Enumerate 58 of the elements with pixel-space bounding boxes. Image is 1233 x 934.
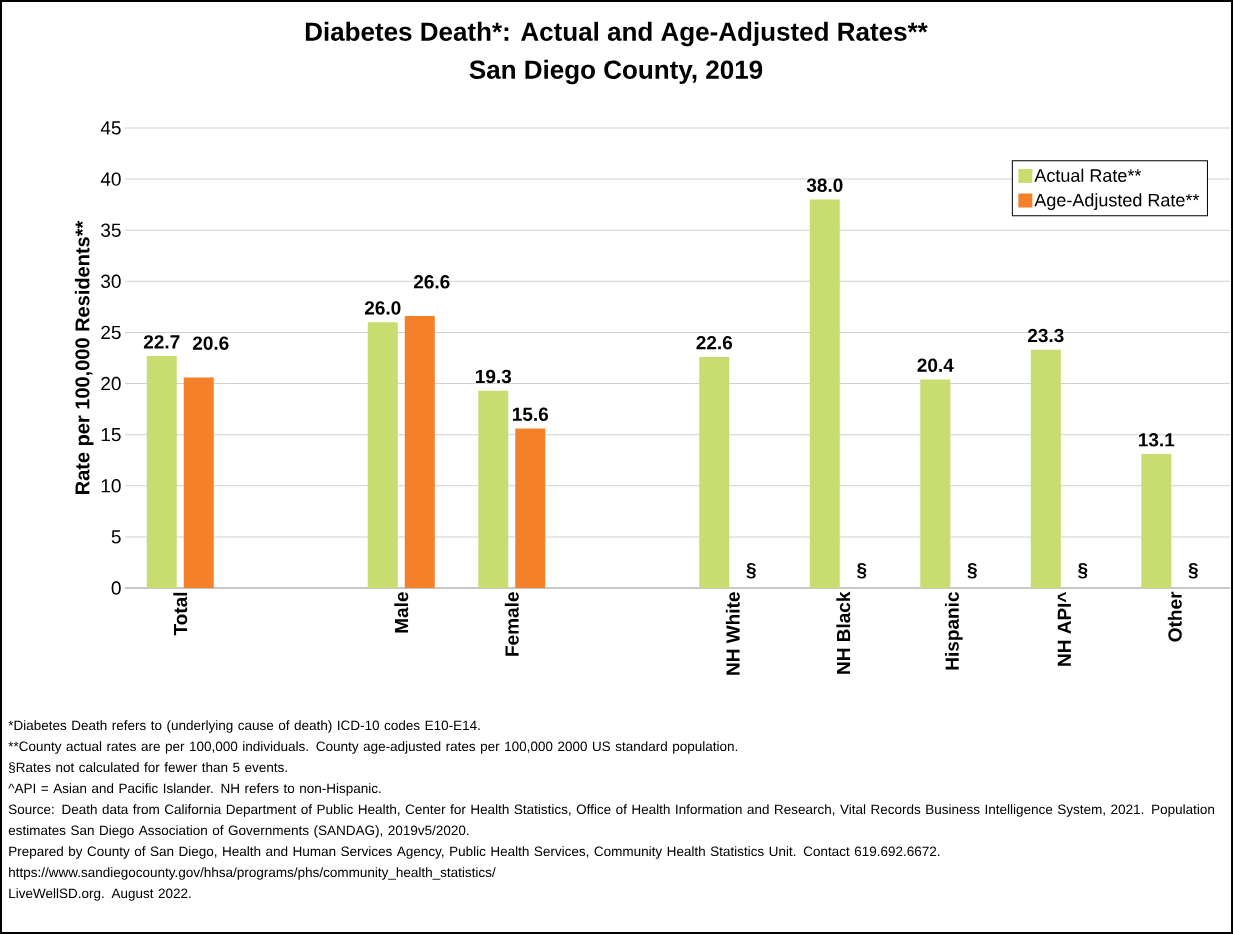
x-tick-label: Male: [394, 592, 409, 633]
text: **County actual rates are per 100,000 individuals. County age-adjusted rates per 100,000 2000 US standard population.: [8, 741, 738, 754]
text: §: [746, 563, 756, 579]
x-tick-label: NH White: [725, 592, 740, 675]
data-label: 13.1: [1139, 433, 1175, 447]
text: https://www.sandiegocounty.gov/hhsa/programs/phs/community_health_statistics/: [9, 867, 496, 880]
y-tick-label: 5: [111, 530, 121, 544]
chart-subtitle: San Diego County, 2019: [469, 59, 763, 85]
data-label: 26.6: [413, 275, 450, 289]
text: §: [1188, 563, 1198, 579]
y-axis-title: Rate per 100,000 Residents**: [74, 220, 94, 494]
data-label: 20.6: [192, 336, 229, 350]
data-label: 22.6: [696, 335, 733, 350]
text: ^API = Asian and Pacific Islander. NH refers to non-Hispanic.: [8, 783, 381, 796]
y-tick-label: 10: [101, 479, 121, 493]
text: Prepared by County of San Diego, Health and Human Services Agency, Public Health Services, Community Health Statistics Unit. Contact 619.692.6672.: [9, 846, 940, 859]
data-label: 15.6: [512, 407, 549, 421]
data-label: 19.3: [475, 369, 512, 384]
data-label: 26.0: [364, 301, 401, 315]
bar: [920, 379, 951, 588]
bar: [478, 390, 509, 588]
text: §: [856, 563, 867, 579]
text: §: [967, 563, 977, 579]
text: §: [1078, 563, 1088, 579]
bar: [515, 428, 546, 588]
text: §Rates not calculated for fewer than 5 events.: [8, 762, 287, 774]
data-label: 22.7: [143, 335, 180, 349]
text: LiveWellSD.org. August 2022.: [9, 888, 191, 901]
source-note: Source: Death data from California Department of Public Health, Center for Health Statistics, Office of Health Information and Research, Vital Records Business Intelligence System, 2021. Population estimates San Diego Association of Governments (SANDAG), 2019v5/2020.: [8, 804, 1214, 838]
bar: [699, 356, 730, 588]
text: *Diabetes Death refers to (underlying cause of death) ICD-10 codes E10-E14.: [8, 720, 480, 733]
bar: [404, 316, 435, 588]
y-tick-label: 20: [101, 376, 121, 391]
x-tick-label: Total: [173, 592, 188, 636]
data-label: 38.0: [806, 178, 843, 193]
y-tick-label: 45: [100, 121, 121, 135]
x-tick-label: Hispanic: [944, 592, 963, 670]
bar: [1030, 349, 1061, 588]
data-label: 23.3: [1027, 328, 1064, 343]
x-tick-label: Female: [504, 592, 519, 656]
bar: [183, 377, 214, 588]
bar: [809, 199, 840, 588]
y-tick-label: 0: [111, 581, 121, 595]
x-tick-label: NH API^: [1057, 591, 1071, 666]
x-tick-label: Other: [1167, 591, 1182, 642]
y-tick-label: 40: [100, 172, 121, 186]
y-tick-label: 30: [101, 274, 121, 289]
y-tick-label: 35: [101, 223, 121, 237]
chart-title: Diabetes Death*: Actual and Age-Adjusted Rates**: [305, 21, 928, 47]
x-tick-label: NH Black: [836, 591, 851, 674]
y-tick-label: 15: [101, 428, 121, 442]
data-label: 20.4: [917, 358, 954, 372]
bar: [1141, 454, 1172, 588]
y-tick-label: 25: [101, 325, 121, 340]
legend-label: Actual Rate**: [1034, 168, 1142, 182]
bar: [367, 322, 398, 588]
bar: [146, 355, 177, 588]
legend-label: Age-Adjusted Rate**: [1034, 193, 1200, 211]
